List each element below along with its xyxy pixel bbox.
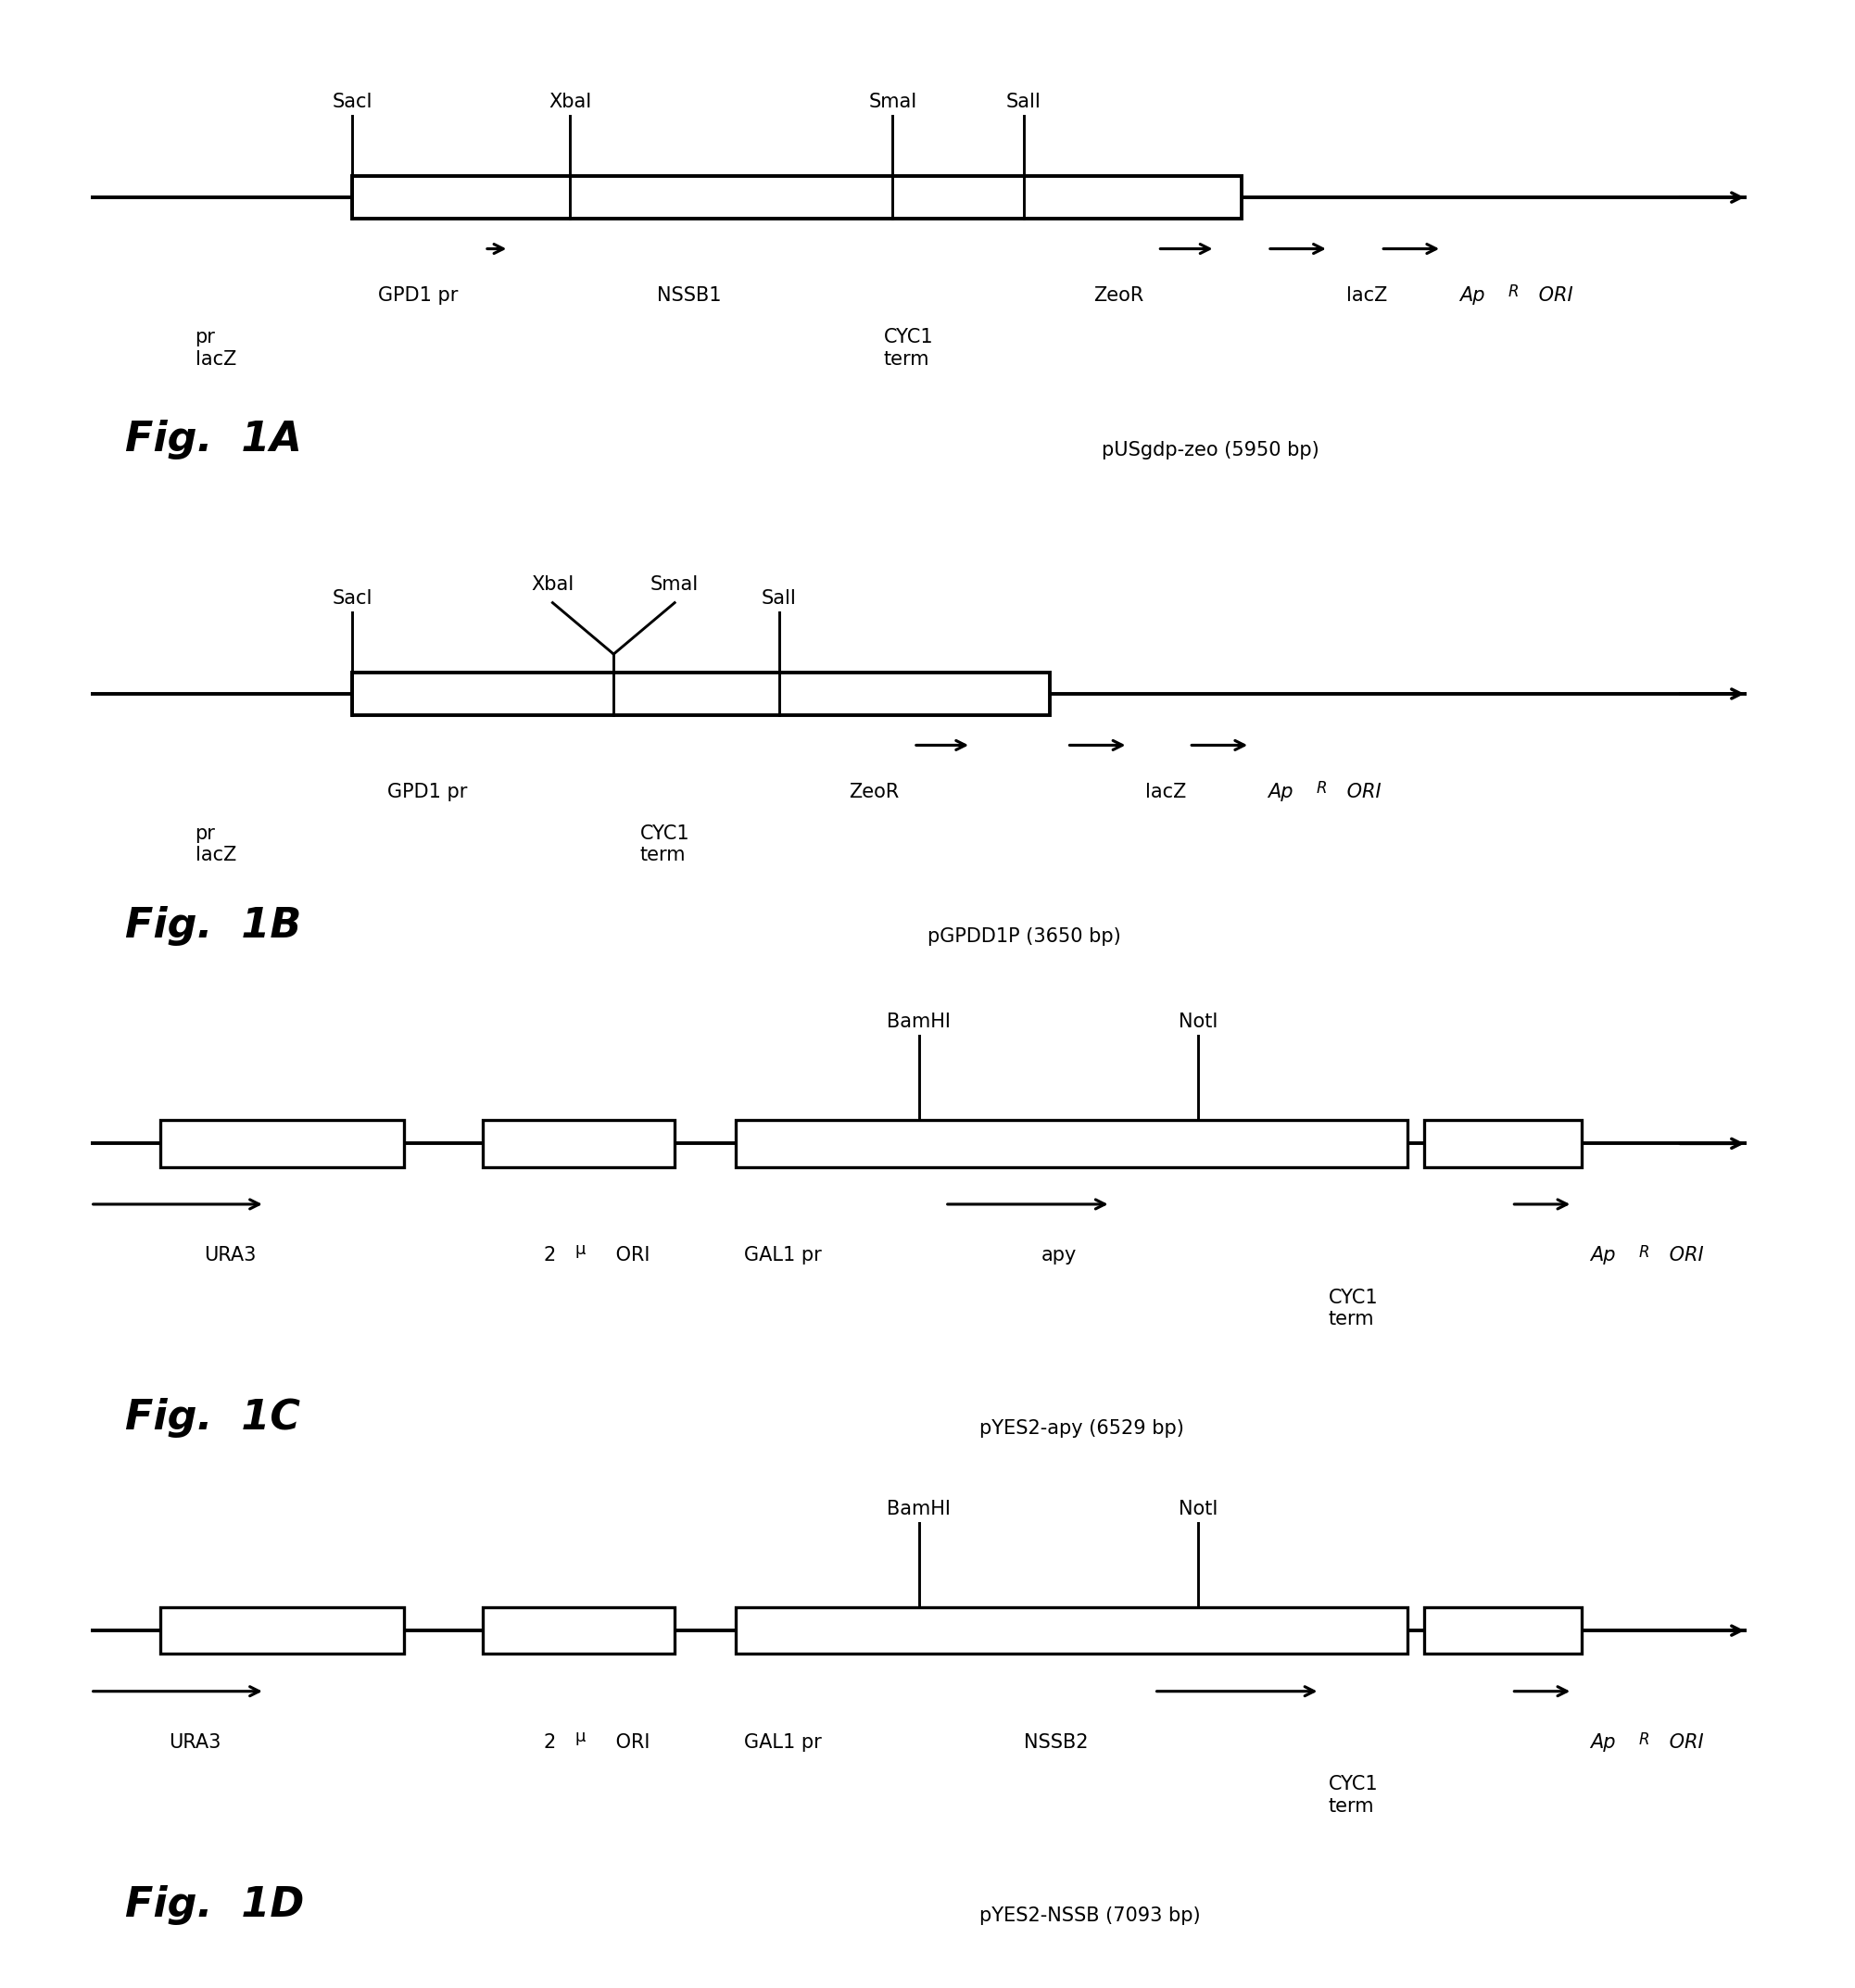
Bar (352, 177, 1241, 219)
Text: GPD1 pr: GPD1 pr (388, 783, 467, 801)
Text: SalI: SalI (762, 588, 798, 608)
Text: ORI: ORI (610, 1246, 651, 1264)
Text: pYES2-NSSB (7093 bp): pYES2-NSSB (7093 bp) (979, 1906, 1200, 1924)
Bar (736, 1119, 1408, 1167)
Text: ZeoR: ZeoR (1093, 286, 1143, 304)
Text: Fig.  1A: Fig. 1A (126, 419, 302, 459)
Bar (1425, 1606, 1580, 1654)
Text: Ap: Ap (1267, 783, 1293, 801)
Text: 2: 2 (544, 1246, 562, 1264)
Text: Fig.  1D: Fig. 1D (126, 1885, 304, 1924)
Text: Fig.  1C: Fig. 1C (126, 1398, 301, 1437)
Text: NotI: NotI (1178, 1499, 1217, 1519)
Text: Fig.  1B: Fig. 1B (126, 907, 302, 946)
Text: GAL1 pr: GAL1 pr (744, 1734, 822, 1751)
Text: lacZ: lacZ (1146, 783, 1187, 801)
Text: Ap: Ap (1590, 1246, 1616, 1264)
Text: SacI: SacI (332, 588, 373, 608)
Text: SmaI: SmaI (868, 93, 916, 111)
Text: ORI: ORI (1664, 1246, 1703, 1264)
Bar (482, 1119, 675, 1167)
Text: Ap: Ap (1590, 1734, 1616, 1751)
Bar (482, 1606, 675, 1654)
Text: GAL1 pr: GAL1 pr (744, 1246, 822, 1264)
Text: ORI: ORI (610, 1734, 651, 1751)
Text: BamHI: BamHI (887, 1499, 952, 1519)
Bar (736, 1606, 1408, 1654)
Text: BamHI: BamHI (887, 1012, 952, 1032)
Text: URA3: URA3 (204, 1246, 256, 1264)
Text: pr
lacZ: pr lacZ (195, 825, 236, 865)
Text: Ap: Ap (1460, 286, 1484, 304)
Bar (1425, 1119, 1580, 1167)
Text: R: R (1508, 284, 1519, 300)
Text: CYC1
term: CYC1 term (1328, 1775, 1378, 1815)
Text: XbaI: XbaI (531, 575, 573, 592)
Text: ORI: ORI (1664, 1734, 1703, 1751)
Text: R: R (1317, 779, 1326, 797)
Bar (160, 1606, 404, 1654)
Text: μ: μ (575, 1242, 586, 1258)
Text: CYC1
term: CYC1 term (640, 825, 690, 865)
Text: μ: μ (575, 1730, 586, 1745)
Text: SalI: SalI (1005, 93, 1041, 111)
Text: ZeoR: ZeoR (850, 783, 900, 801)
Text: ORI: ORI (1341, 783, 1382, 801)
Text: pGPDD1P (3650 bp): pGPDD1P (3650 bp) (928, 928, 1120, 946)
Text: R: R (1640, 1732, 1649, 1747)
Bar (352, 672, 1050, 716)
Text: pYES2-apy (6529 bp): pYES2-apy (6529 bp) (979, 1419, 1185, 1437)
Text: NSSB2: NSSB2 (1024, 1734, 1087, 1751)
Text: pUSgdp-zeo (5950 bp): pUSgdp-zeo (5950 bp) (1102, 441, 1319, 459)
Text: ORI: ORI (1532, 286, 1573, 304)
Text: CYC1
term: CYC1 term (1328, 1288, 1378, 1328)
Text: NotI: NotI (1178, 1012, 1217, 1032)
Bar (160, 1119, 404, 1167)
Text: NSSB1: NSSB1 (657, 286, 722, 304)
Text: lacZ: lacZ (1347, 286, 1388, 304)
Text: SacI: SacI (332, 93, 373, 111)
Text: apy: apy (1041, 1246, 1076, 1264)
Text: pr
lacZ: pr lacZ (195, 328, 236, 368)
Text: XbaI: XbaI (549, 93, 592, 111)
Text: URA3: URA3 (169, 1734, 221, 1751)
Text: CYC1
term: CYC1 term (883, 328, 933, 368)
Text: 2: 2 (544, 1734, 562, 1751)
Text: SmaI: SmaI (651, 575, 699, 592)
Text: GPD1 pr: GPD1 pr (378, 286, 458, 304)
Text: R: R (1640, 1244, 1649, 1260)
